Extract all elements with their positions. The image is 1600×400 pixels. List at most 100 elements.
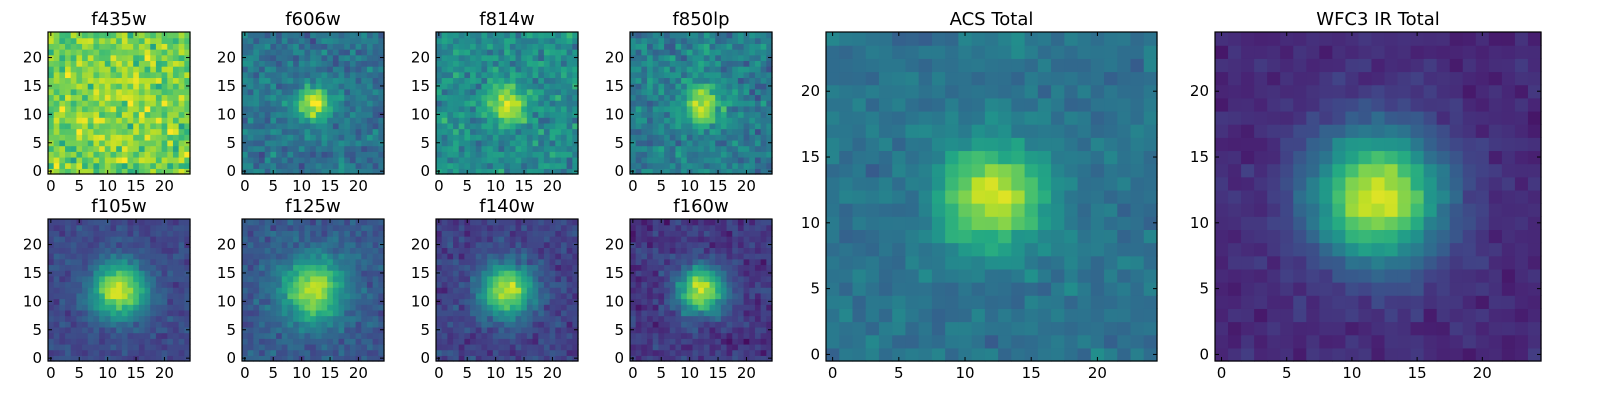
heatmap-cell xyxy=(355,71,362,79)
heatmap-cell xyxy=(76,326,83,334)
heatmap-cell xyxy=(436,315,443,322)
heatmap-cell xyxy=(287,156,294,164)
heatmap-cell xyxy=(355,156,362,164)
heatmap-cell xyxy=(720,128,728,135)
heatmap-cell xyxy=(378,71,385,79)
heatmap-cell xyxy=(766,287,773,294)
heatmap-cell xyxy=(155,77,163,84)
heatmap-cell xyxy=(161,54,168,61)
heatmap-cell xyxy=(287,134,294,141)
heatmap-cell xyxy=(281,83,289,90)
heatmap-cell xyxy=(361,139,368,147)
heatmap-cell xyxy=(521,134,528,141)
heatmap-cell xyxy=(76,100,83,107)
heatmap-cell xyxy=(70,292,77,300)
heatmap-cell xyxy=(498,168,505,175)
heatmap-cell xyxy=(178,326,185,334)
heatmap-cell xyxy=(127,270,134,277)
heatmap-cell xyxy=(726,304,733,311)
heatmap-cell xyxy=(110,111,117,118)
heatmap-cell xyxy=(498,338,505,345)
heatmap-cell xyxy=(76,332,83,339)
heatmap-cell xyxy=(276,122,283,130)
heatmap-cell xyxy=(349,287,357,294)
heatmap-cell xyxy=(253,338,260,345)
heatmap-cell xyxy=(281,145,289,152)
heatmap-cell xyxy=(133,134,140,141)
heatmap-cell xyxy=(458,105,465,113)
x-tick-label: 15 xyxy=(514,177,533,195)
heatmap-cell xyxy=(703,94,711,101)
heatmap-cell xyxy=(82,349,89,356)
heatmap-cell xyxy=(70,270,77,277)
heatmap-cell xyxy=(178,247,185,254)
heatmap-cell xyxy=(743,349,750,356)
chart-title: f606w xyxy=(285,9,340,30)
heatmap-cell xyxy=(743,100,750,107)
heatmap-cell xyxy=(253,77,260,84)
heatmap-cell xyxy=(116,77,123,84)
heatmap-cell xyxy=(560,219,568,226)
heatmap-cell xyxy=(121,43,129,50)
heatmap-cell xyxy=(315,168,323,175)
heatmap-cell xyxy=(538,122,545,130)
heatmap-cell xyxy=(104,94,112,101)
heatmap-cell xyxy=(270,151,277,158)
heatmap-cell xyxy=(481,270,488,277)
heatmap-cell xyxy=(509,304,517,311)
heatmap-cell xyxy=(509,241,517,248)
heatmap-cell xyxy=(281,236,289,243)
heatmap-cell xyxy=(647,134,654,141)
heatmap-cell xyxy=(487,94,494,101)
heatmap-cell xyxy=(572,230,579,237)
heatmap-cell xyxy=(259,43,266,50)
heatmap-cell xyxy=(458,264,465,271)
heatmap-cell xyxy=(361,156,368,164)
heatmap-cell xyxy=(93,37,100,44)
heatmap-cell xyxy=(509,298,517,305)
heatmap-cell xyxy=(332,32,340,39)
heatmap-cell xyxy=(287,71,294,79)
heatmap-cell xyxy=(509,236,517,243)
heatmap-cell xyxy=(726,281,733,288)
heatmap-cell xyxy=(543,230,551,237)
heatmap-cell xyxy=(498,60,505,67)
heatmap-cell xyxy=(178,343,185,351)
heatmap-cell xyxy=(749,43,756,50)
heatmap-cell xyxy=(82,49,89,56)
heatmap-cell xyxy=(287,292,294,300)
heatmap-cell xyxy=(150,156,157,164)
heatmap-cell xyxy=(572,219,579,226)
heatmap-cell xyxy=(526,145,534,152)
heatmap-cell xyxy=(692,134,699,141)
heatmap-cell xyxy=(458,355,465,362)
heatmap-cell xyxy=(167,145,174,152)
heatmap-cell xyxy=(116,128,123,135)
heatmap-cell xyxy=(464,83,471,90)
heatmap-cell xyxy=(321,94,328,101)
heatmap-cell xyxy=(504,145,511,152)
heatmap-cell xyxy=(82,83,89,90)
heatmap-cell xyxy=(121,315,129,322)
heatmap-cell xyxy=(110,94,117,101)
heatmap-cell xyxy=(526,100,534,107)
heatmap-cell xyxy=(281,100,289,107)
heatmap-cell xyxy=(464,230,471,237)
heatmap-cell xyxy=(65,88,72,96)
heatmap-cell xyxy=(630,94,637,101)
heatmap-cell xyxy=(754,60,762,67)
heatmap-cell xyxy=(315,355,323,362)
heatmap-cell xyxy=(692,151,699,158)
heatmap-cell xyxy=(669,37,677,44)
heatmap-cell xyxy=(521,60,528,67)
heatmap-cell xyxy=(138,224,146,231)
heatmap-cell xyxy=(116,326,123,334)
heatmap-cell xyxy=(492,139,500,147)
heatmap-cell xyxy=(155,326,163,334)
heatmap-cell xyxy=(178,338,185,345)
heatmap-cell xyxy=(104,77,112,84)
heatmap-cell xyxy=(99,338,106,345)
heatmap-cell xyxy=(726,43,733,50)
heatmap-cell xyxy=(93,253,100,260)
heatmap-cell xyxy=(315,270,323,277)
